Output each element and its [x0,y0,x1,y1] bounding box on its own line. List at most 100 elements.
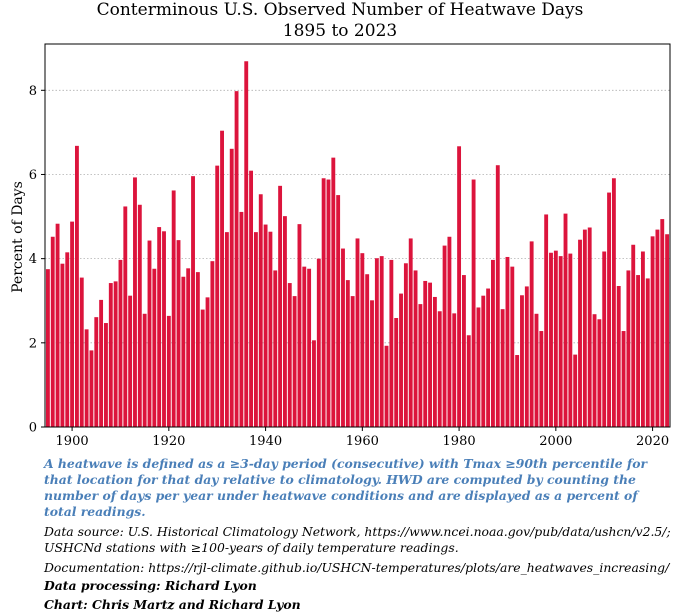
bar-2016 [631,244,636,427]
bar-1909 [113,281,118,427]
bar-1920 [166,315,171,427]
bar-1916 [147,240,152,427]
bar-1952 [321,178,326,427]
bar-1922 [176,240,181,427]
bar-1896 [50,236,55,427]
bar-1931 [220,130,224,427]
chart-title-line-2: 1895 to 2023 [282,21,398,41]
bar-2020 [650,236,655,427]
bar-1954 [331,157,336,427]
bar-2011 [607,192,611,427]
bar-1983 [471,179,476,427]
bar-1929 [210,261,215,427]
bar-1956 [341,248,345,427]
bar-1944 [283,216,287,427]
bar-2000 [553,250,558,427]
y-tick-label-4: 4 [29,252,37,267]
bar-2018 [640,251,645,427]
bar-1941 [268,231,273,427]
x-tick-label-2000: 2000 [539,434,572,449]
bar-1969 [403,263,408,427]
bar-1968 [399,293,403,427]
bar-1947 [297,224,302,427]
chart-title: Conterminous U.S. Observed Number of Hea… [0,0,680,42]
bar-2012 [611,178,616,427]
bar-1911 [123,206,128,427]
bar-1991 [510,266,515,427]
bar-1939 [258,194,263,427]
y-tick-label-0: 0 [29,421,37,436]
bar-1971 [413,270,418,427]
data-processing-credit: Data processing: Richard Lyon [44,578,257,593]
axes: 0 2 4 6 8 1900 1920 1940 1960 1980 2000 2020 [29,43,671,449]
x-tick-label-1920: 1920 [152,434,185,449]
bar-2009 [597,319,602,427]
bar-1927 [200,309,205,427]
bar-2013 [616,286,621,427]
bar-1903 [84,329,89,427]
x-tick-label-1900: 1900 [56,434,89,449]
bar-2017 [636,275,641,427]
bar-2014 [621,331,626,427]
bar-1989 [500,309,505,427]
bar-1940 [263,224,268,427]
bar-1999 [549,252,553,427]
bar-1998 [544,214,549,427]
bar-1915 [142,313,147,427]
bar-1960 [360,253,365,427]
bar-1964 [379,256,384,427]
bar-1995 [529,241,534,427]
bar-1950 [312,340,316,427]
bar-2005 [578,239,582,427]
bar-1970 [408,238,413,427]
bar-1994 [524,286,529,427]
bar-1932 [224,232,229,427]
bar-1974 [428,282,432,427]
bar-1951 [316,258,321,427]
bar-1912 [128,295,133,427]
bar-1990 [505,256,510,427]
bar-1959 [355,238,360,427]
heatwave-bar-chart: 0 2 4 6 8 1900 1920 1940 1960 1980 2000 2020 Percen… [10,43,671,449]
bar-1966 [389,259,394,427]
bar-1986 [486,288,491,427]
bar-1919 [162,231,166,427]
bar-1904 [89,350,94,427]
bar-1988 [495,165,500,427]
bar-1972 [418,304,423,427]
bar-2019 [645,278,650,427]
data-source-note: Data source: U.S. Historical Climatology… [44,524,671,555]
bar-1953 [326,179,331,427]
bar-2015 [626,270,631,427]
chart-credit: Chart: Chris Martz and Richard Lyon [44,597,301,612]
y-tick-label-8: 8 [29,84,37,99]
bar-1907 [104,323,108,427]
bar-1933 [229,148,234,428]
bar-1910 [118,259,123,427]
bar-1958 [350,296,355,427]
bar-1976 [437,311,442,427]
bar-1962 [370,300,374,427]
bar-1993 [520,295,524,427]
bar-1897 [55,223,60,427]
bar-1913 [133,177,137,427]
bar-1946 [292,296,297,427]
y-axis-label: Percent of Days [10,181,26,293]
bar-1963 [374,258,379,427]
bar-2002 [563,213,568,427]
bar-1949 [307,268,312,427]
bar-2023 [665,234,670,427]
bar-1973 [423,280,428,427]
documentation-link[interactable]: Documentation: https://rjl-climate.githu… [44,560,670,575]
bar-1900 [70,221,75,427]
bar-1957 [345,280,350,427]
bar-1978 [447,236,452,427]
x-tick-label-1960: 1960 [346,434,379,449]
chart-notes: A heatwave is defined as a ≥3-day period… [44,456,674,616]
bar-1928 [205,297,210,427]
y-tick-label-2: 2 [29,336,37,351]
bar-2003 [568,253,573,427]
bar-1992 [515,355,520,427]
bar-1945 [287,283,292,427]
bar-2004 [573,354,578,427]
